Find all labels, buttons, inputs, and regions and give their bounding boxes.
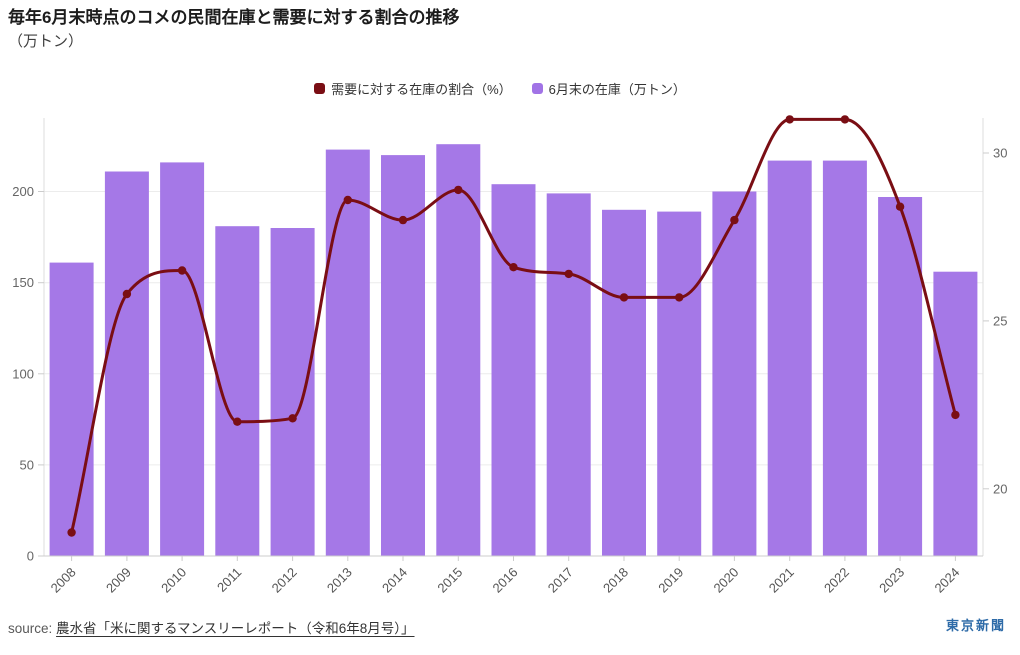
ratio-point-2010 [177, 266, 187, 275]
header: 毎年6月末時点のコメの民間在庫と需要に対する割合の推移 （万トン） [8, 6, 459, 52]
bar-2021 [767, 160, 812, 556]
ratio-point-2016 [509, 263, 518, 272]
x-axis-label-2021: 2021 [766, 565, 797, 596]
bar-2018 [602, 209, 646, 557]
ratio-point-2013 [343, 195, 352, 205]
bar-2022 [822, 160, 867, 556]
publisher-logo[interactable]: 東京新聞 [945, 618, 1006, 633]
ratio-point-2017 [564, 269, 573, 279]
x-axis-label-2010: 2010 [158, 565, 189, 596]
x-axis-label-2015: 2015 [434, 565, 465, 596]
legend-item-label: 需要に対する在庫の割合（%） [331, 82, 512, 97]
ratio-point-2019 [675, 293, 684, 302]
bar-2010 [160, 162, 205, 556]
x-axis-label-2024: 2024 [931, 565, 962, 596]
y-axis-right-label-25: 25 [993, 313, 1007, 328]
source-label: source: [8, 621, 53, 636]
ratio-legend-swatch-icon [314, 83, 326, 94]
x-axis-label-2012: 2012 [269, 565, 300, 596]
bar-2015 [436, 144, 481, 556]
ratio-point-2021 [785, 115, 794, 124]
y-axis-right-label-20: 20 [993, 481, 1007, 496]
bar-2008 [49, 262, 94, 556]
ratio-point-2009 [122, 289, 132, 299]
x-axis-label-2009: 2009 [103, 565, 134, 596]
ratio-point-2022 [840, 115, 850, 124]
x-axis-label-2008: 2008 [48, 565, 79, 596]
legend: 需要に対する在庫の割合（%） 6月末の在庫（万トン） [0, 79, 1000, 98]
x-axis-label-2011: 2011 [214, 565, 244, 595]
inventory-legend-swatch-icon [531, 83, 543, 94]
x-axis-label-2017: 2017 [545, 565, 576, 596]
y-axis-left-label-0: 0 [27, 549, 34, 564]
chart-title: 毎年6月末時点のコメの民間在庫と需要に対する割合の推移 [8, 8, 460, 27]
x-axis-label-2018: 2018 [600, 565, 631, 596]
x-axis-label-2016: 2016 [490, 565, 521, 596]
ratio-point-2018 [619, 293, 629, 302]
bar-2012 [270, 228, 315, 556]
ratio-point-2012 [288, 414, 297, 423]
ratio-point-2008 [67, 528, 76, 537]
y-axis-left-label-200: 200 [12, 184, 34, 199]
ratio-point-2014 [398, 215, 408, 225]
x-axis-label-2022: 2022 [821, 565, 852, 596]
bar-2019 [657, 211, 702, 556]
x-axis-label-2019: 2019 [655, 565, 686, 596]
x-axis-label-2014: 2014 [379, 565, 410, 596]
ratio-point-2024 [951, 410, 960, 420]
ratio-point-2015 [454, 185, 463, 195]
legend-item-inventory: 6月末の在庫（万トン） [531, 79, 686, 98]
ratio-point-2023 [895, 202, 905, 211]
legend-item-label: 6月末の在庫（万トン） [548, 82, 686, 97]
y-axis-left-label-100: 100 [12, 366, 34, 381]
bar-2009 [104, 171, 149, 556]
ratio-line [70, 117, 957, 534]
ratio-point-2011 [233, 417, 242, 426]
bar-2016 [491, 184, 536, 556]
source-line: source: 農水省「米に関するマンスリーレポート（令和6年8月号）」 [8, 617, 415, 637]
bar-2013 [325, 149, 370, 556]
bar-2020 [712, 191, 757, 556]
source-link[interactable]: 農水省「米に関するマンスリーレポート（令和6年8月号）」 [56, 621, 415, 636]
legend-item-ratio: 需要に対する在庫の割合（%） [314, 79, 512, 98]
x-axis-label-2013: 2013 [324, 565, 355, 596]
y-axis-right-label-30: 30 [993, 146, 1007, 161]
chart-subtitle: （万トン） [8, 32, 84, 50]
x-axis-label-2020: 2020 [710, 565, 741, 596]
bar-2017 [546, 193, 591, 556]
y-axis-left-label-50: 50 [20, 457, 34, 472]
y-axis-left-label-150: 150 [12, 275, 34, 290]
x-axis-label-2023: 2023 [876, 565, 907, 596]
ratio-point-2020 [730, 215, 739, 225]
